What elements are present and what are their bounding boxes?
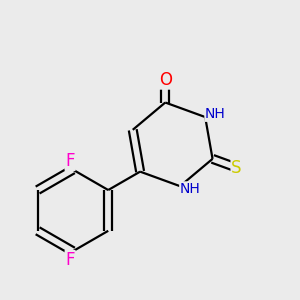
Text: NH: NH: [205, 107, 226, 121]
Text: F: F: [65, 251, 75, 269]
Text: S: S: [231, 159, 242, 177]
Text: NH: NH: [180, 182, 201, 196]
Text: O: O: [159, 71, 172, 89]
Text: F: F: [65, 152, 75, 170]
